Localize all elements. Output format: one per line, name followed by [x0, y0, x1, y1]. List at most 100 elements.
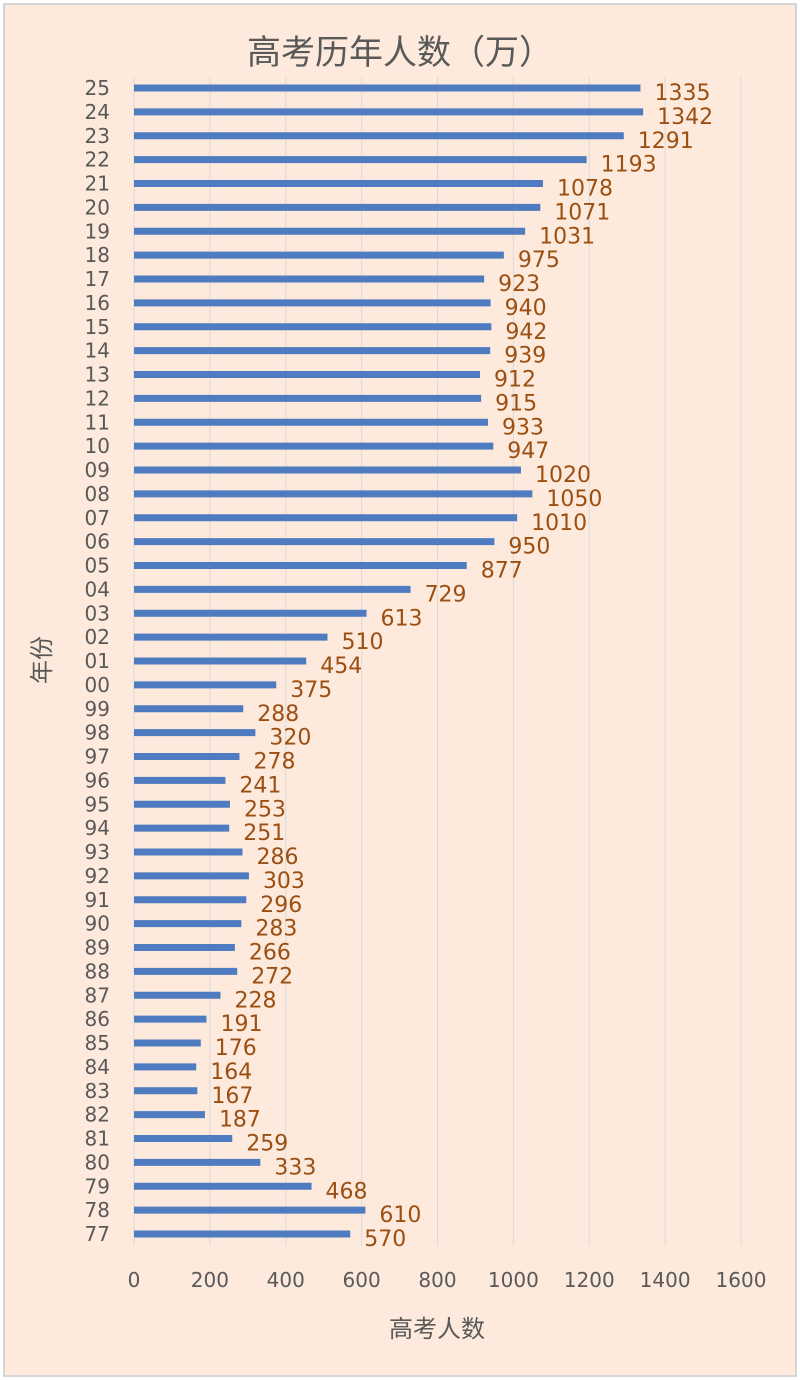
data-label: 915: [495, 391, 537, 416]
y-tick-label: 03: [85, 601, 110, 625]
data-label: 1078: [557, 177, 613, 202]
bar: [134, 1158, 261, 1166]
y-tick-label: 87: [85, 983, 110, 1007]
data-label: 296: [260, 893, 302, 918]
data-label: 333: [274, 1155, 316, 1180]
data-label: 303: [263, 869, 305, 894]
y-tick-label: 12: [85, 386, 110, 410]
data-label: 241: [239, 773, 281, 798]
bar: [134, 657, 307, 665]
y-tick-label: 88: [85, 959, 110, 983]
data-label: 191: [220, 1012, 262, 1037]
bar: [134, 681, 277, 689]
y-tick-label: 97: [85, 745, 110, 769]
data-label: 1010: [531, 511, 587, 536]
y-tick-label: 16: [85, 291, 110, 315]
y-tick-label: 19: [85, 219, 110, 243]
y-tick-label: 99: [85, 697, 110, 721]
data-label: 283: [255, 917, 297, 942]
bar: [134, 705, 244, 713]
bar: [134, 323, 492, 331]
data-label: 933: [502, 415, 544, 440]
data-label: 877: [481, 559, 523, 584]
y-tick-label: 78: [85, 1198, 110, 1222]
y-tick-label: 94: [85, 816, 110, 840]
y-tick-label: 08: [85, 482, 110, 506]
data-label: 228: [234, 988, 276, 1013]
chart-title: 高考历年人数（万）: [247, 33, 553, 73]
x-tick-label: 1400: [640, 1268, 691, 1292]
bar: [134, 108, 644, 116]
bar: [134, 180, 543, 187]
bar: [134, 824, 230, 832]
data-label: 167: [211, 1084, 253, 1109]
bar: [134, 872, 249, 880]
data-label: 288: [257, 702, 299, 727]
bar: [134, 729, 256, 737]
y-tick-label: 92: [85, 864, 110, 888]
y-tick-label: 04: [85, 577, 110, 601]
bar: [134, 84, 641, 92]
y-tick-label: 86: [85, 1007, 110, 1031]
data-label: 253: [244, 797, 286, 822]
y-tick-label: 84: [85, 1055, 110, 1079]
data-label: 939: [504, 344, 546, 369]
y-tick-label: 96: [85, 768, 110, 792]
y-tick-label: 01: [85, 649, 110, 673]
y-tick-label: 17: [85, 267, 110, 291]
y-tick-label: 09: [85, 458, 110, 482]
y-tick-label: 15: [85, 315, 110, 339]
x-tick-label: 600: [343, 1268, 381, 1292]
bar: [134, 991, 221, 999]
bar: [134, 1182, 312, 1190]
y-tick-label: 11: [85, 410, 110, 434]
y-tick-label: 91: [85, 888, 110, 912]
y-tick-label: 18: [85, 243, 110, 267]
data-label: 950: [508, 535, 550, 560]
bar: [134, 347, 491, 355]
data-label: 912: [494, 368, 536, 393]
data-label: 320: [269, 726, 311, 751]
bar: [134, 896, 247, 904]
x-tick-label: 1200: [564, 1268, 615, 1292]
data-label: 454: [320, 654, 362, 679]
data-label: 610: [379, 1203, 421, 1228]
y-tick-label: 22: [85, 148, 110, 172]
data-label: 1342: [657, 105, 713, 130]
bar: [134, 633, 328, 641]
y-tick-label: 81: [85, 1127, 110, 1151]
y-tick-label: 25: [85, 76, 110, 100]
data-label: 947: [507, 439, 549, 464]
x-tick-label: 1000: [488, 1268, 539, 1292]
bar: [134, 776, 226, 784]
bar: [134, 203, 541, 211]
y-axis-title: 年份: [28, 636, 56, 684]
bar: [134, 1015, 207, 1023]
y-tick-label: 00: [85, 673, 110, 697]
y-tick-label: 14: [85, 339, 110, 363]
y-tick-label: 23: [85, 124, 110, 148]
bar: [134, 920, 242, 928]
bar: [134, 394, 482, 402]
data-label: 266: [249, 941, 291, 966]
y-tick-label: 82: [85, 1103, 110, 1127]
x-tick-label: 200: [191, 1268, 229, 1292]
y-tick-label: 93: [85, 840, 110, 864]
data-label: 1193: [601, 153, 657, 178]
data-label: 278: [253, 750, 295, 775]
y-tick-label: 21: [85, 172, 110, 196]
bar: [134, 1230, 351, 1238]
bar: [134, 609, 367, 617]
data-label: 272: [251, 964, 293, 989]
bar: [134, 1111, 205, 1119]
data-label: 1031: [539, 224, 595, 249]
data-label: 187: [219, 1108, 261, 1133]
bar: [134, 418, 488, 426]
bar: [134, 562, 467, 569]
x-axis-title: 高考人数: [389, 1315, 485, 1343]
bar: [134, 299, 491, 307]
data-label: 259: [246, 1132, 288, 1157]
bar: [134, 156, 587, 164]
x-tick-label: 0: [128, 1268, 141, 1292]
data-label: 375: [290, 678, 332, 703]
